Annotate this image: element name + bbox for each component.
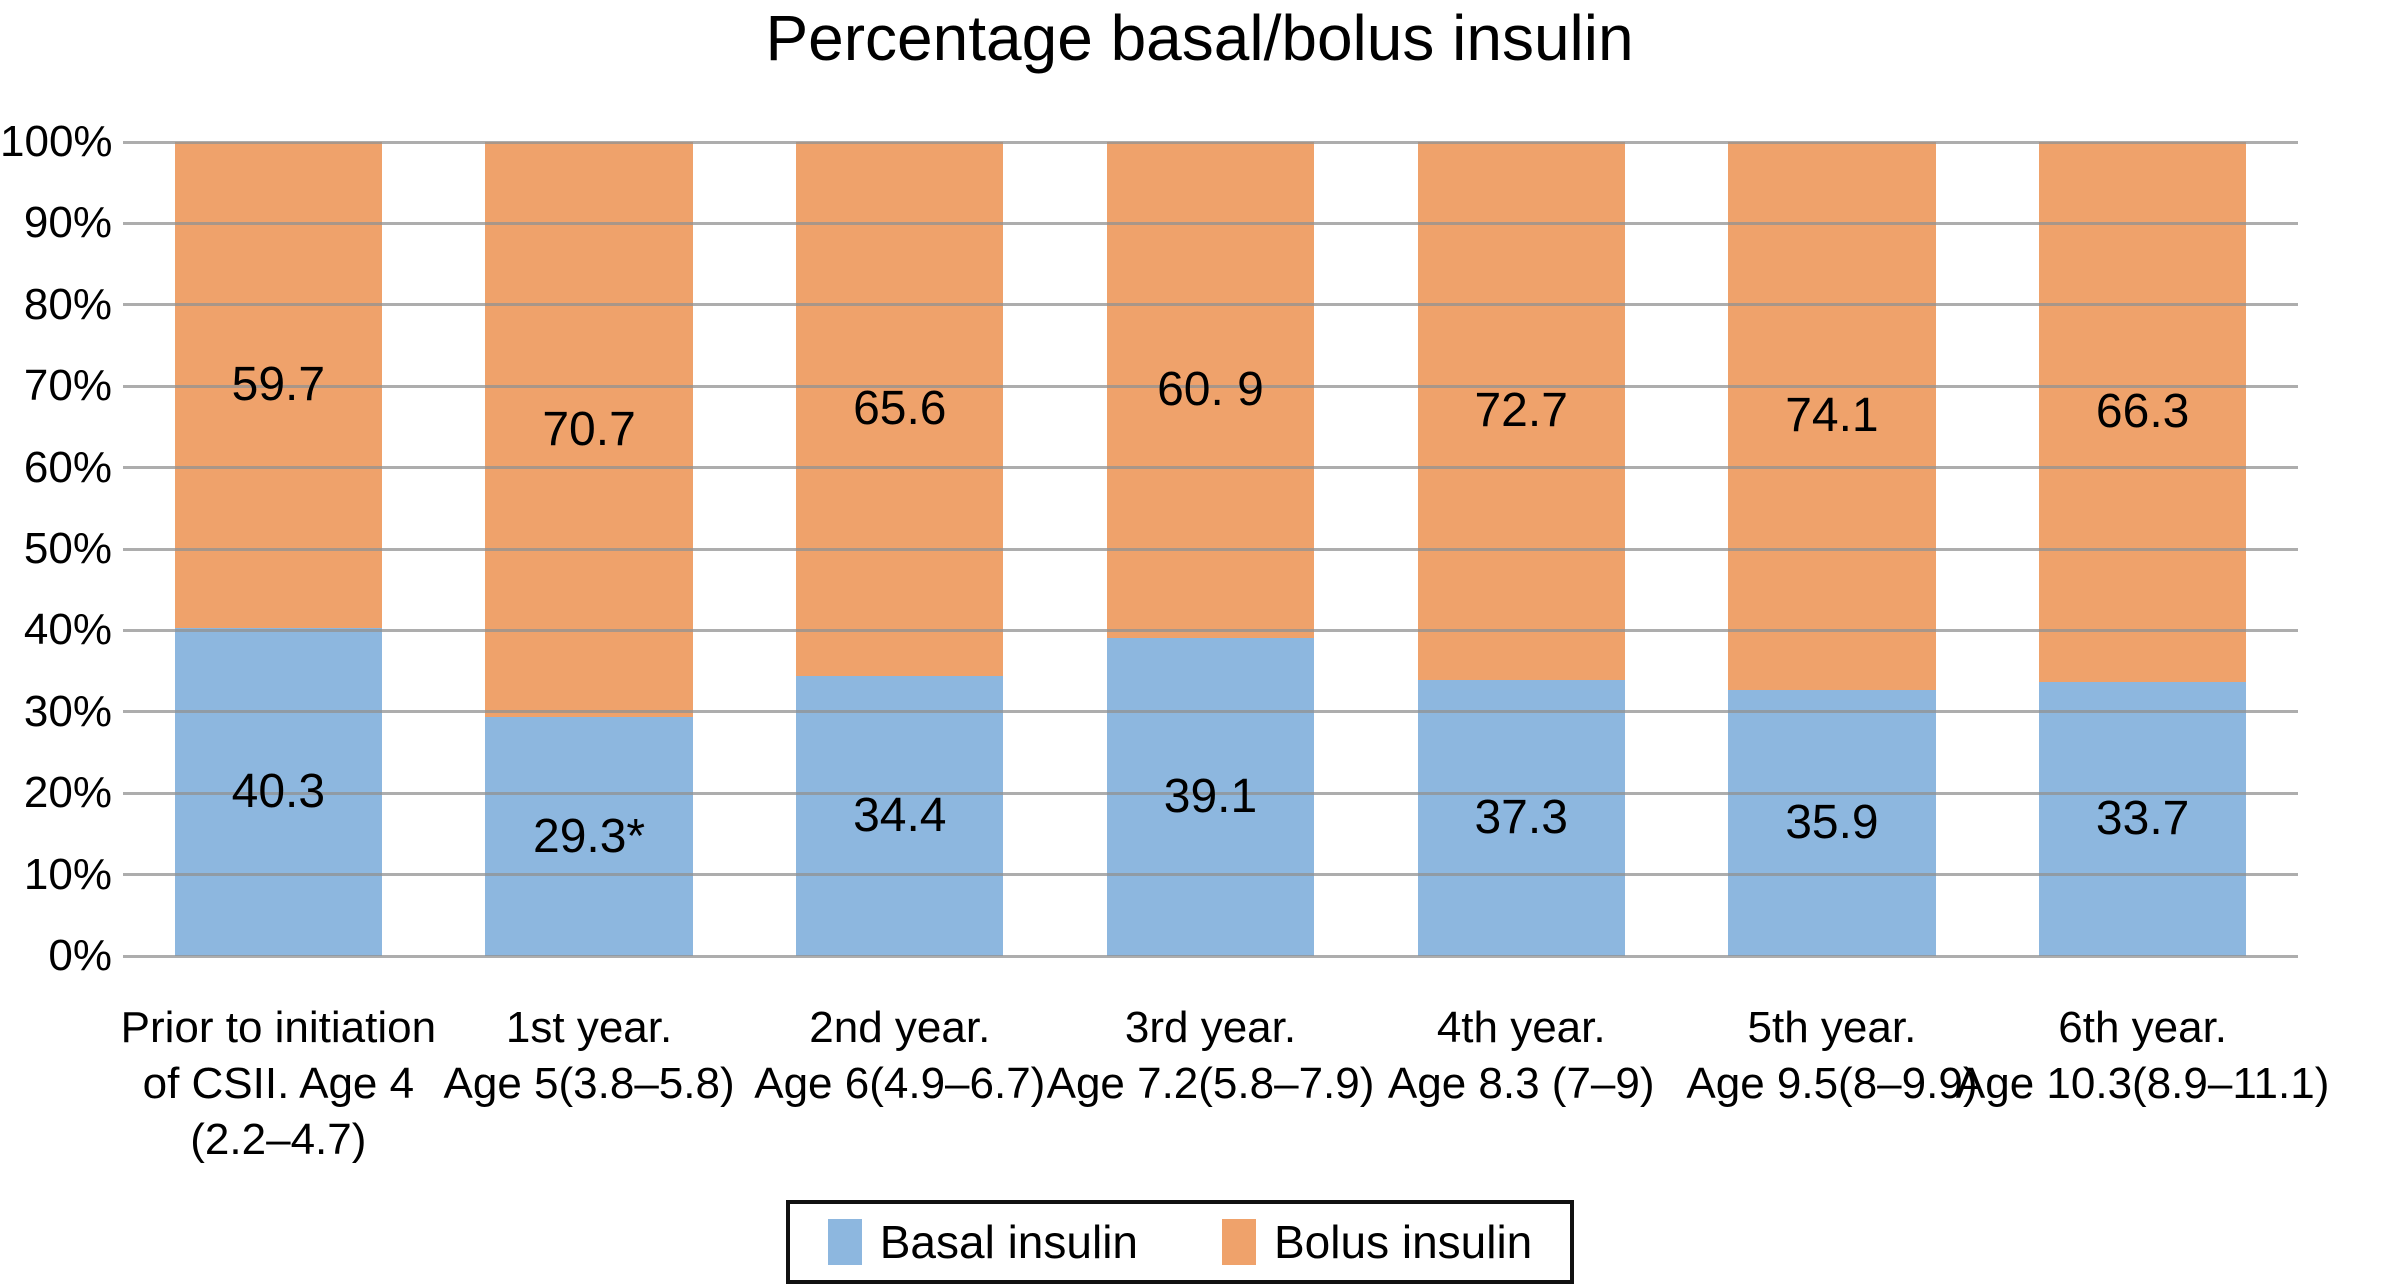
- y-gridline: [123, 466, 2298, 470]
- bolus-value-label: 59.7: [231, 357, 326, 411]
- legend-item-bolus: Bolus insulin: [1222, 1217, 1532, 1267]
- bolus-value-label: 70.7: [542, 402, 636, 456]
- y-axis-tick-label: 0%: [48, 931, 112, 980]
- bar-segment-basal: [1417, 679, 1625, 956]
- y-gridline: [123, 140, 2298, 144]
- basal-value-label: 33.7: [2095, 791, 2190, 845]
- bar-segment-basal: [1106, 637, 1315, 956]
- bolus-value-label: 66.3: [2095, 384, 2190, 438]
- bar-segment-basal: [2039, 681, 2247, 956]
- basal-value-label: 40.3: [231, 764, 326, 818]
- bar-segment-basal: [1728, 690, 1936, 956]
- x-category-label: 2nd year. Age 6(4.9–6.7): [690, 1000, 1110, 1112]
- x-category-label: 1st year. Age 5(3.8–5.8): [379, 1000, 799, 1112]
- y-gridline: [123, 873, 2298, 877]
- basal-value-label: 37.3: [1474, 790, 1568, 844]
- x-category-line: 6th year.: [2058, 1003, 2228, 1052]
- basal-value-label: 34.4: [853, 788, 947, 842]
- x-category-line: 1st year.: [505, 1003, 673, 1052]
- y-gridline: [123, 628, 2298, 632]
- basal-value-label: 39.1: [1163, 769, 1258, 823]
- x-category-label: 5th year. Age 9.5(8–9.9): [1622, 1000, 2042, 1112]
- y-axis-tick-label: 60%: [23, 442, 112, 492]
- x-category-label: 3rd year. Age 7.2(5.8–7.9): [1001, 1000, 1421, 1112]
- basal-value-label: 35.9: [1785, 796, 1879, 850]
- chart-title: Percentage basal/bolus insulin: [765, 2, 1634, 74]
- legend: Basal insulin Bolus insulin: [786, 1200, 1574, 1284]
- y-gridline: [123, 221, 2298, 225]
- x-category-line: Age 9.5(8–9.9): [1686, 1059, 1978, 1108]
- y-gridline: [123, 791, 2298, 795]
- y-gridline: [123, 303, 2298, 307]
- x-category-label: Prior to initiation of CSII. Age 4 (2.2–4.…: [68, 1000, 488, 1168]
- basal-value-label: 29.3*: [533, 809, 646, 863]
- x-category-line: Prior to initiation: [120, 1003, 437, 1052]
- x-category-line: of CSII. Age 4: [142, 1059, 415, 1108]
- x-category-line: 4th year.: [1436, 1003, 1606, 1052]
- y-gridline: [123, 954, 2298, 958]
- x-category-line: 3rd year.: [1124, 1003, 1297, 1052]
- y-axis-tick-label: 50%: [23, 524, 112, 573]
- x-category-label: 6th year. Age 10.3(8.9–11.1): [1933, 1000, 2353, 1112]
- bolus-value-label: 65.6: [853, 381, 947, 435]
- y-axis-tick-label: 100%: [0, 117, 113, 166]
- bar-segment-basal: [796, 675, 1004, 956]
- y-axis-tick-label: 90%: [23, 198, 112, 248]
- x-category-line: Age 5(3.8–5.8): [443, 1059, 735, 1108]
- bolus-value-label: 72.7: [1474, 383, 1568, 437]
- y-axis-tick-label: 10%: [23, 849, 112, 899]
- y-axis-tick-label: 80%: [23, 279, 112, 329]
- bar-segment-bolus: [1417, 142, 1625, 680]
- bar-segment-basal: [485, 717, 693, 956]
- x-category-line: 2nd year.: [809, 1003, 991, 1052]
- y-gridline: [123, 710, 2298, 714]
- legend-label-bolus: Bolus insulin: [1274, 1216, 1533, 1268]
- x-category-line: Age 7.2(5.8–7.9): [1046, 1059, 1375, 1108]
- basal-insulin-swatch-icon: [827, 1219, 862, 1265]
- y-axis-tick-label: 30%: [23, 686, 112, 736]
- x-category-label: 4th year. Age 8.3 (7–9): [1311, 1000, 1731, 1112]
- bar-segment-bolus: [796, 142, 1004, 676]
- x-category-line: Age 10.3(8.9–11.1): [1955, 1059, 2330, 1108]
- x-category-line: 5th year.: [1747, 1003, 1917, 1052]
- legend-label-basal: Basal insulin: [879, 1216, 1138, 1268]
- bolus-value-label: 60. 9: [1157, 362, 1264, 416]
- bolus-insulin-swatch-icon: [1222, 1219, 1256, 1265]
- bar-segment-bolus: [1728, 142, 1936, 691]
- bar-segment-bolus: [2039, 142, 2247, 682]
- x-category-line: (2.2–4.7): [190, 1115, 367, 1164]
- y-gridline: [123, 547, 2298, 551]
- y-axis-tick-label: 20%: [23, 768, 112, 818]
- x-category-line: Age 8.3 (7–9): [1387, 1059, 1655, 1108]
- bar-segment-bolus: [485, 142, 693, 718]
- y-axis-tick-label: 70%: [23, 361, 112, 411]
- y-axis-tick-label: 40%: [23, 605, 112, 655]
- bolus-value-label: 74.1: [1785, 389, 1879, 443]
- y-gridline: [123, 384, 2298, 388]
- legend-item-basal: Basal insulin: [827, 1216, 1138, 1268]
- x-category-line: Age 6(4.9–6.7): [754, 1059, 1046, 1108]
